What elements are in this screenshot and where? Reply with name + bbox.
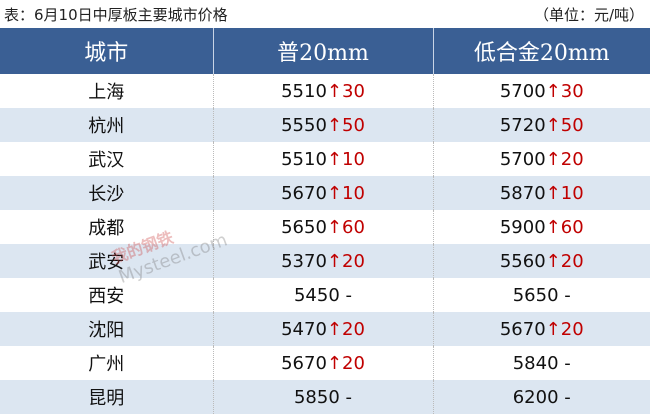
change: ↑60 [545,216,584,238]
price-table: 城市 普20mm 低合金20mm 上海 5510↑30 5700↑30 杭州 55… [0,28,650,414]
plain-price-cell: 5670↑20 [213,346,434,380]
table-row: 杭州 5550↑50 5720↑50 [0,108,650,142]
change: ↑50 [326,114,365,136]
change: - [558,284,571,306]
alloy-price-cell: 5900↑60 [433,210,650,244]
city-cell: 长沙 [0,176,214,210]
price: 5670 [281,182,327,204]
change: ↑10 [545,182,584,204]
table-row: 广州 5670↑20 5840 - [0,346,650,380]
table-row: 西安 5450 - 5650 - [0,278,650,312]
city-cell: 武安 [0,244,214,278]
alloy-price-cell: 5840 - [433,346,650,380]
alloy-price-cell: 5700↑20 [433,142,650,176]
change: - [558,386,571,408]
alloy-price-cell: 5670↑20 [433,312,650,346]
plain-price-cell: 5850 - [213,380,434,414]
plain-price-cell: 5370↑20 [213,244,434,278]
price: 5720 [499,114,546,136]
alloy-price-cell: 5720↑50 [433,108,650,142]
city-cell: 武汉 [0,142,214,176]
change: ↑20 [545,148,584,170]
alloy-price-cell: 5870↑10 [433,176,650,210]
alloy-price-cell: 5560↑20 [433,244,650,278]
plain-price-cell: 5550↑50 [213,108,434,142]
city-cell: 杭州 [0,108,214,142]
price: 5850 [293,386,340,408]
city-cell: 成都 [0,210,214,244]
plain-price-cell: 5510↑30 [213,74,434,108]
change: ↑20 [326,318,365,340]
plain-price-cell: 5510↑10 [213,142,434,176]
table-row: 成都 5650↑60 5900↑60 [0,210,650,244]
plain-price-cell: 5470↑20 [213,312,434,346]
header-city: 城市 [0,28,214,74]
change: ↑30 [545,80,584,102]
change: ↑20 [326,250,365,272]
plain-price-cell: 5450 - [213,278,434,312]
price: 5840 [512,352,559,374]
price: 5650 [281,216,327,238]
price: 5870 [499,182,546,204]
change: ↑20 [545,318,584,340]
change: - [339,284,353,306]
city-cell: 昆明 [0,380,214,414]
change: ↑30 [326,80,365,102]
alloy-price-cell: 5650 - [433,278,650,312]
city-cell: 沈阳 [0,312,214,346]
table-row: 沈阳 5470↑20 5670↑20 [0,312,650,346]
price: 5510 [281,148,327,170]
alloy-price-cell: 6200 - [433,380,650,414]
change: ↑20 [326,352,365,374]
price: 5670 [281,352,327,374]
price: 5650 [512,284,559,306]
price: 5370 [281,250,327,272]
price: 5900 [499,216,546,238]
table-row: 武汉 5510↑10 5700↑20 [0,142,650,176]
change: ↑10 [326,148,365,170]
plain-price-cell: 5650↑60 [213,210,434,244]
price: 5470 [281,318,327,340]
price: 5450 [293,284,340,306]
alloy-price-cell: 5700↑30 [433,74,650,108]
change: ↑60 [326,216,365,238]
price: 6200 [512,386,559,408]
change: - [339,386,353,408]
header-plain: 普20mm [213,28,434,74]
change: ↑10 [326,182,365,204]
change: - [558,352,571,374]
table-row: 长沙 5670↑10 5870↑10 [0,176,650,210]
city-cell: 上海 [0,74,214,108]
price: 5700 [499,80,546,102]
price: 5670 [499,318,546,340]
header-alloy: 低合金20mm [433,28,650,74]
city-cell: 西安 [0,278,214,312]
price: 5560 [499,250,546,272]
table-row: 上海 5510↑30 5700↑30 [0,74,650,108]
change: ↑20 [545,250,584,272]
plain-price-cell: 5670↑10 [213,176,434,210]
table-caption: 表：6月10日中厚板主要城市价格 [4,6,228,24]
table-row: 昆明 5850 - 6200 - [0,380,650,414]
table-row: 武安 5370↑20 5560↑20 [0,244,650,278]
city-cell: 广州 [0,346,214,380]
price: 5550 [281,114,327,136]
price: 5700 [499,148,546,170]
price: 5510 [281,80,327,102]
change: ↑50 [545,114,584,136]
unit-label: （单位：元/吨） [533,6,644,24]
